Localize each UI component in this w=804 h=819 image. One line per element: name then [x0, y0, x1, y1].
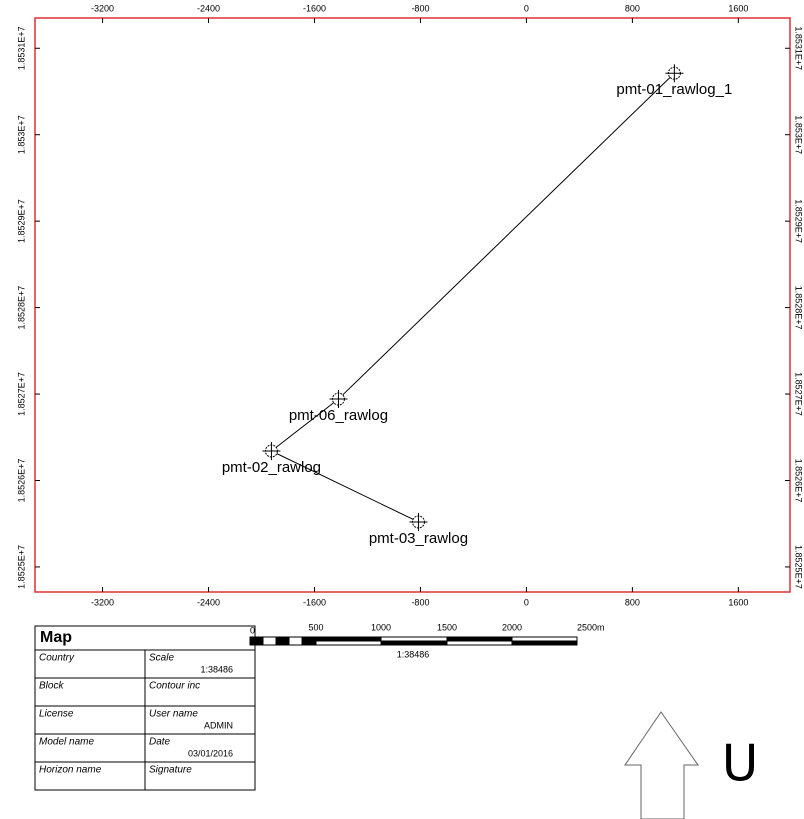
x-tick-label: -3200 [91, 3, 114, 13]
y-tick-label: 1.8526E+7 [16, 459, 26, 503]
y-tick-label: 1.8525E+7 [16, 545, 26, 589]
title-block-label: Horizon name [39, 765, 102, 776]
well-marker [262, 442, 281, 461]
title-block-label: Block [39, 681, 64, 692]
scale-segment [315, 636, 382, 642]
x-tick-label: -1600 [303, 597, 326, 607]
north-letter: U [722, 735, 759, 793]
scale-segment [446, 636, 513, 642]
x-tick-label: -3200 [91, 597, 114, 607]
scale-bar [249, 636, 578, 646]
scale-segment [301, 636, 317, 646]
title-block-label: User name [149, 709, 198, 720]
scale-ratio: 1:38486 [397, 649, 430, 659]
y-tick-label: 1.8528E+7 [794, 286, 804, 330]
scale-segment [511, 640, 578, 646]
title-block-label: Contour inc [149, 681, 200, 692]
well-label: pmt-06_rawlog [289, 407, 388, 424]
title-block [34, 625, 256, 791]
well-marker [329, 390, 348, 409]
y-tick-label: 1.8526E+7 [794, 459, 804, 503]
well-symbol [665, 64, 684, 83]
title-block-value: ADMIN [204, 720, 233, 730]
title-block-value: 1:38486 [200, 664, 233, 674]
x-tick-label: 0 [524, 597, 529, 607]
well-label: pmt-02_rawlog [222, 459, 321, 476]
well-symbol [262, 442, 281, 461]
y-tick-label: 1.8527E+7 [16, 372, 26, 416]
title-block-value: 03/01/2016 [188, 748, 233, 758]
scale-segment [249, 636, 264, 646]
scale-label: 2000 [502, 622, 522, 632]
map-frame [34, 17, 791, 593]
x-tick-label: -2400 [197, 597, 220, 607]
well-symbol [329, 390, 348, 409]
x-tick-label: -2400 [197, 3, 220, 13]
scale-label: 1500 [437, 622, 457, 632]
y-tick-label: 1.8528E+7 [16, 286, 26, 330]
x-tick-label: 0 [524, 3, 529, 13]
title-block-label: Model name [39, 737, 94, 748]
title-block-label: Date [149, 737, 171, 748]
title-block-label: Signature [149, 765, 192, 776]
well-marker [409, 512, 428, 531]
title-block-label: License [39, 709, 74, 720]
y-tick-label: 1.8529E+7 [16, 199, 26, 243]
well-label: pmt-03_rawlog [369, 530, 468, 547]
y-tick-label: 1.8527E+7 [794, 372, 804, 416]
scale-label: 2500m [577, 622, 605, 632]
north-arrow [624, 711, 699, 819]
y-tick-label: 1.8529E+7 [794, 199, 804, 243]
well-marker [665, 64, 684, 83]
title-block-title: Map [40, 629, 72, 646]
well-symbol [409, 512, 428, 531]
y-tick-label: 1.8531E+7 [794, 26, 804, 70]
x-tick-label: -800 [411, 3, 429, 13]
scale-label: 500 [308, 622, 323, 632]
x-tick-label: 1600 [728, 3, 748, 13]
scale-label: 1000 [371, 622, 391, 632]
x-tick-label: 1600 [728, 597, 748, 607]
y-tick-label: 1.8525E+7 [794, 545, 804, 589]
x-tick-label: 800 [625, 3, 640, 13]
x-tick-label: -800 [411, 597, 429, 607]
x-tick-label: -1600 [303, 3, 326, 13]
y-tick-label: 1.853E+7 [794, 115, 804, 154]
scale-label: 0 [250, 625, 255, 635]
scale-segment [380, 640, 448, 646]
x-tick-label: 800 [625, 597, 640, 607]
scale-segment [275, 636, 290, 646]
well-path [270, 72, 675, 523]
title-block-label: Scale [149, 653, 174, 664]
title-block-label: Country [39, 653, 75, 664]
y-tick-label: 1.8531E+7 [16, 26, 26, 70]
y-tick-label: 1.853E+7 [16, 115, 26, 154]
well-label: pmt-01_rawlog_1 [616, 81, 732, 98]
